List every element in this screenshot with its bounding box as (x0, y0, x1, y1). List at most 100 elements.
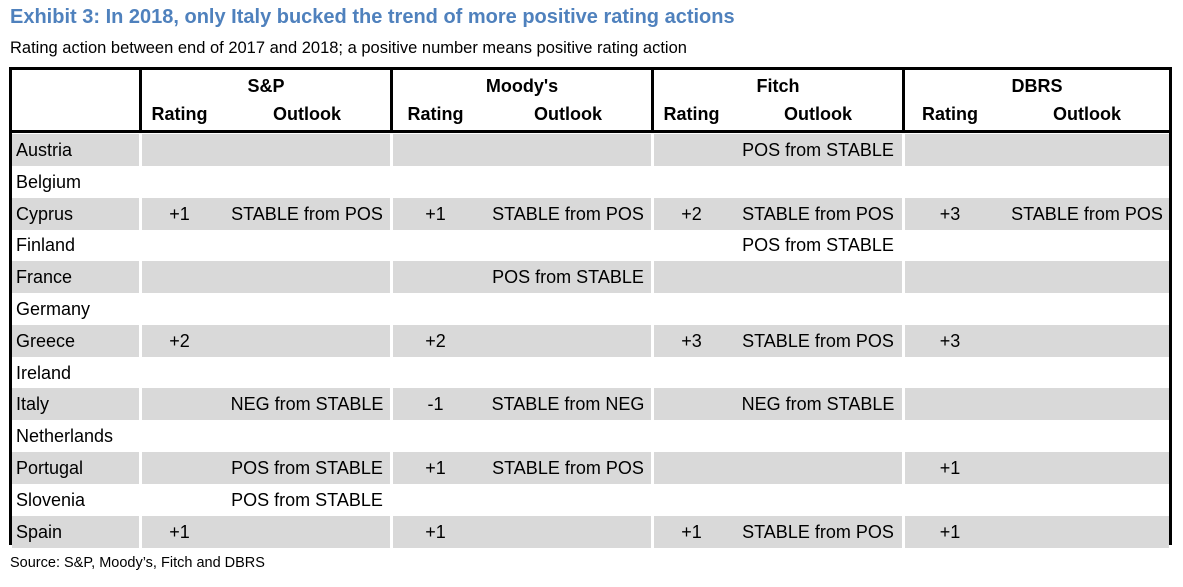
table-row: Italy NEG from STABLE -1 STABLE from NEG NEG… (12, 388, 1169, 421)
cell-dbrs-rating (905, 166, 995, 198)
cell-sp-outlook (222, 420, 392, 452)
column-gap (902, 261, 905, 294)
cell-fitch-rating: +1 (681, 521, 702, 542)
table-row: Germany (12, 293, 1169, 325)
cell-sp-rating (142, 357, 217, 389)
cell-dbrs-rating: +3 (939, 203, 961, 224)
column-gap (902, 324, 905, 357)
table-row: Cyprus +1 STABLE from POS +1 STABLE from POS… (12, 197, 1169, 230)
cell-moodys-rating (393, 420, 478, 452)
cell-moodys-rating (393, 134, 478, 166)
header-bottom-border (12, 130, 1169, 133)
column-gap (651, 324, 654, 357)
cell-sp-rating: +2 (169, 330, 190, 351)
cell-moodys-outlook (483, 166, 653, 198)
column-gap (651, 388, 654, 421)
agency-header-moodys: Moody's (485, 76, 559, 96)
cell-fitch-outlook: STABLE from POS (742, 330, 894, 351)
cell-country: Spain (16, 521, 63, 542)
cell-sp-rating (142, 166, 217, 198)
exhibit-title: Exhibit 3: In 2018, only Italy bucked th… (10, 6, 735, 28)
cell-fitch-rating: +2 (681, 203, 702, 224)
table-row: Ireland (12, 357, 1169, 389)
cell-moodys-rating (393, 357, 478, 389)
cell-dbrs-rating (905, 388, 995, 420)
table-row: Belgium (12, 166, 1169, 198)
cell-country: Austria (16, 140, 73, 160)
cell-dbrs-outlook (1002, 229, 1172, 261)
column-gap (651, 452, 654, 484)
cell-country: Italy (16, 394, 50, 415)
column-gap (651, 197, 654, 230)
cell-dbrs-rating: +1 (939, 521, 961, 542)
column-gap (139, 452, 142, 484)
cell-fitch-rating (654, 357, 729, 389)
cell-dbrs-outlook (1002, 516, 1172, 548)
cell-fitch-rating (654, 452, 729, 484)
cell-moodys-rating (393, 484, 478, 516)
rating-actions-table: S&P Moody's Fitch DBRS Rating Outlook Ra… (9, 67, 1172, 548)
col-header-moodys-rating: Rating (407, 104, 464, 124)
cell-moodys-outlook (483, 325, 653, 357)
column-gap (902, 197, 905, 230)
column-gap (902, 452, 905, 484)
cell-moodys-rating (393, 229, 478, 261)
cell-country: Portugal (16, 458, 84, 478)
cell-fitch-rating (654, 420, 729, 452)
cell-sp-rating (142, 484, 217, 516)
cell-fitch-outlook (733, 452, 903, 484)
cell-sp-outlook: STABLE from POS (231, 203, 383, 224)
cell-dbrs-outlook (1002, 325, 1172, 357)
cell-dbrs-outlook (1002, 484, 1172, 516)
cell-moodys-rating (393, 166, 478, 198)
cell-fitch-outlook (733, 293, 903, 325)
col-header-moodys-outlook: Outlook (534, 104, 602, 124)
cell-dbrs-outlook (1002, 293, 1172, 325)
cell-sp-rating (142, 388, 217, 420)
cell-fitch-rating (654, 293, 729, 325)
cell-sp-outlook: NEG from STABLE (230, 394, 384, 415)
cell-moodys-outlook (483, 293, 653, 325)
cell-moodys-outlook (483, 484, 653, 516)
table-row: Portugal POS from STABLE +1 STABLE from POS… (12, 452, 1169, 484)
cell-fitch-rating: +3 (681, 330, 702, 351)
header-divider-moodys (390, 70, 393, 132)
cell-country: Netherlands (16, 426, 114, 447)
cell-moodys-outlook: POS from STABLE (492, 267, 644, 288)
cell-moodys-outlook (483, 229, 653, 261)
cell-sp-outlook: POS from STABLE (231, 489, 383, 510)
cell-moodys-outlook (483, 134, 653, 166)
cell-fitch-rating (654, 134, 729, 166)
cell-fitch-outlook (733, 166, 903, 198)
cell-sp-outlook (222, 261, 392, 293)
column-gap (139, 261, 142, 294)
column-gap (390, 515, 393, 548)
column-gap (390, 388, 393, 421)
column-gap (139, 134, 142, 166)
cell-fitch-rating (654, 261, 729, 293)
column-gap (139, 515, 142, 548)
cell-sp-rating (142, 420, 217, 452)
cell-moodys-rating: -1 (427, 394, 444, 415)
table-row: Greece +2 +2 +3 STABLE from POS +3 (12, 324, 1172, 357)
cell-fitch-outlook: POS from STABLE (742, 235, 894, 256)
column-gap (651, 134, 654, 166)
col-header-sp-outlook: Outlook (273, 104, 341, 124)
cell-fitch-outlook: STABLE from POS (742, 203, 894, 224)
cell-dbrs-outlook: STABLE from POS (1011, 203, 1163, 224)
header-divider-dbrs (902, 70, 905, 132)
cell-sp-outlook (222, 229, 392, 261)
cell-sp-rating (142, 134, 217, 166)
col-header-sp-rating: Rating (151, 104, 208, 124)
cell-moodys-rating: +1 (425, 458, 446, 478)
column-gap (390, 324, 393, 357)
cell-moodys-outlook: STABLE from NEG (491, 394, 645, 415)
cell-fitch-rating (654, 166, 729, 198)
agency-header-fitch: Fitch (756, 76, 800, 96)
cell-sp-rating (142, 452, 217, 484)
cell-moodys-rating: +1 (425, 203, 446, 224)
cell-country: France (16, 267, 73, 288)
cell-dbrs-outlook (1002, 261, 1172, 293)
column-gap (390, 197, 393, 230)
cell-dbrs-outlook (1002, 452, 1172, 484)
